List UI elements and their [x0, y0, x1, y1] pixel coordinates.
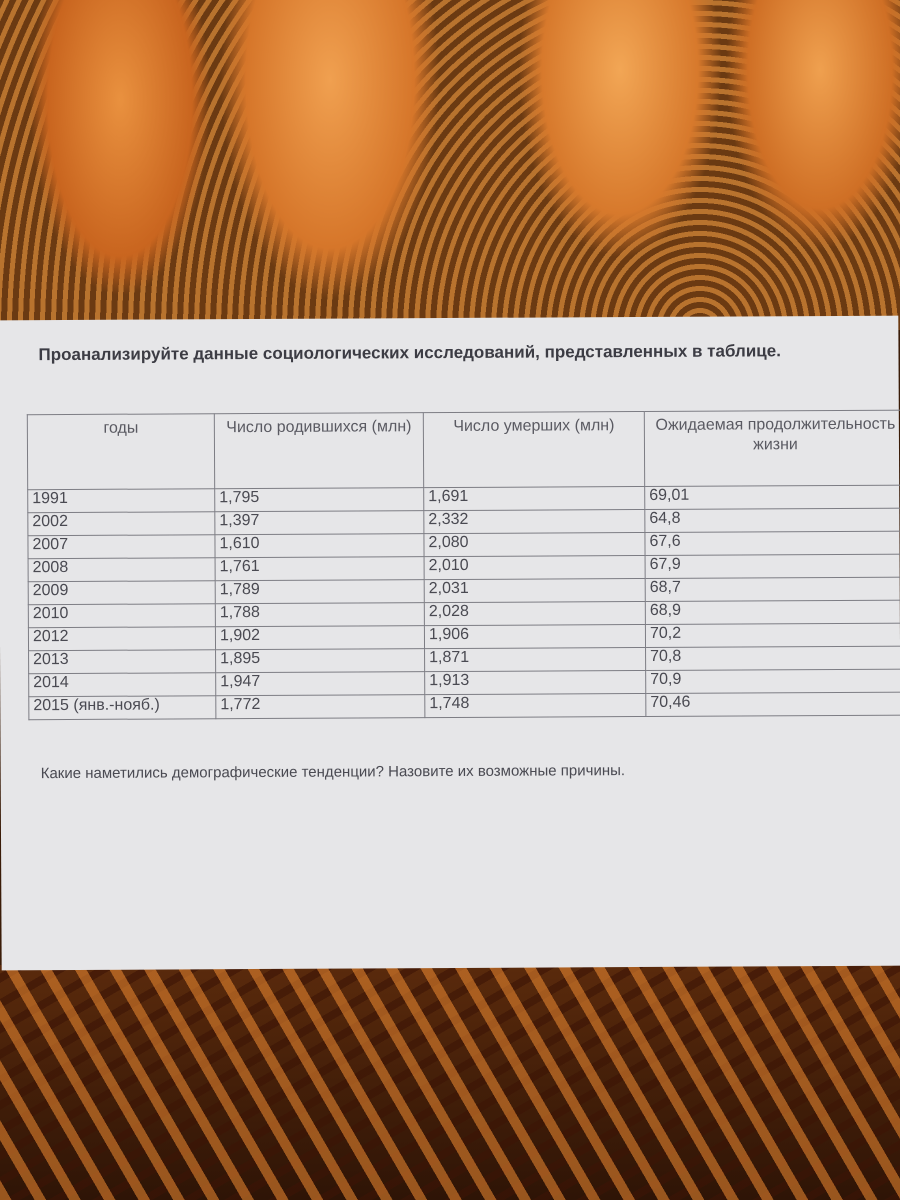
demographics-table: годы Число родившихся (млн) Число умерши… [27, 410, 900, 721]
cell-births: 1,789 [215, 579, 425, 604]
header-years: годы [27, 413, 215, 490]
sunflower-photo-bottom [0, 965, 900, 1200]
cell-year: 2010 [28, 603, 216, 628]
cell-deaths: 2,028 [424, 601, 646, 626]
cell-births: 1,947 [215, 671, 425, 696]
cell-births: 1,772 [215, 694, 425, 719]
cell-births: 1,610 [214, 533, 425, 558]
cell-year: 2013 [28, 649, 216, 674]
cell-life-expectancy: 67,6 [644, 531, 900, 556]
table-row: 2015 (янв.-нояб.) 1,772 1,748 70,46 [28, 692, 900, 720]
cell-life-expectancy: 70,46 [645, 692, 900, 717]
cell-births: 1,788 [215, 602, 425, 627]
cell-births: 1,795 [214, 487, 424, 512]
cell-life-expectancy: 67,9 [645, 554, 900, 579]
cell-deaths: 1,913 [424, 670, 646, 695]
cell-life-expectancy: 68,9 [645, 600, 900, 625]
header-life-expectancy: Ожидаемая продолжительность жизни [644, 410, 900, 487]
cell-year: 2012 [28, 626, 216, 651]
paper-sheet: Проанализируйте данные социологических и… [0, 315, 900, 971]
cell-births: 1,902 [215, 625, 425, 650]
cell-year: 2009 [28, 580, 216, 605]
cell-year: 1991 [27, 488, 215, 513]
sunflower-photo-top [0, 0, 900, 330]
cell-life-expectancy: 70,9 [645, 669, 900, 694]
cell-life-expectancy: 69,01 [644, 485, 900, 510]
question-text: Какие наметились демографические тенденц… [40, 762, 626, 783]
cell-year: 2007 [27, 534, 216, 559]
cell-deaths: 1,691 [423, 486, 645, 511]
task-title: Проанализируйте данные социологических и… [38, 341, 781, 365]
cell-births: 1,397 [214, 510, 424, 535]
header-deaths: Число умерших (млн) [423, 411, 645, 488]
cell-year: 2015 (янв.-нояб.) [28, 695, 216, 720]
cell-deaths: 2,010 [424, 555, 646, 580]
cell-year: 2002 [27, 511, 215, 536]
cell-deaths: 1,748 [424, 693, 646, 718]
cell-deaths: 1,871 [424, 647, 646, 672]
cell-life-expectancy: 64,8 [644, 508, 900, 533]
cell-life-expectancy: 70,2 [645, 623, 900, 648]
cell-births: 1,895 [215, 648, 425, 673]
cell-year: 2014 [28, 672, 216, 697]
table-header-row: годы Число родившихся (млн) Число умерши… [27, 410, 900, 490]
cell-life-expectancy: 70,8 [645, 646, 900, 671]
cell-births: 1,761 [215, 556, 425, 581]
cell-deaths: 2,080 [423, 532, 646, 557]
cell-deaths: 1,906 [424, 624, 646, 649]
cell-life-expectancy: 68,7 [645, 577, 900, 602]
cell-deaths: 2,031 [424, 578, 646, 603]
cell-deaths: 2,332 [423, 509, 645, 534]
header-births: Число родившихся (млн) [214, 412, 424, 489]
cell-year: 2008 [28, 557, 216, 582]
